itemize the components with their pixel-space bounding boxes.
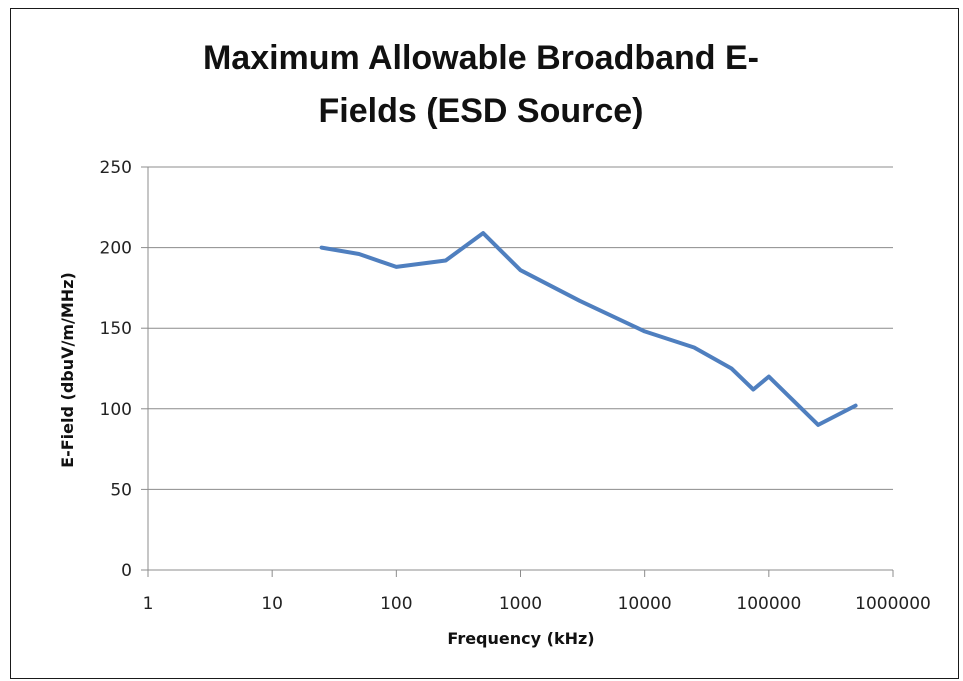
y-tick-label: 150: [100, 319, 132, 339]
y-tick-label: 250: [100, 158, 132, 178]
y-tick-label: 50: [110, 480, 132, 500]
x-tick-label: 100: [380, 594, 412, 614]
y-tick-label: 100: [100, 400, 132, 420]
y-tick-label: 0: [121, 561, 132, 581]
x-tick-label: 10000: [618, 594, 672, 614]
chart-title-line-2: Fields (ESD Source): [319, 92, 644, 130]
axes: [141, 166, 894, 577]
y-axis-title: E-Field (dbuV/m/MHz): [58, 272, 77, 468]
series-layer: [319, 231, 858, 427]
x-tick-label: 1000000: [855, 594, 931, 614]
chart-frame: [10, 8, 959, 679]
y-tick-labels: 0 50 100 150 200 250: [100, 158, 132, 581]
x-tick-label: 1: [143, 594, 154, 614]
chart-title-line-1: Maximum Allowable Broadband E-: [203, 39, 759, 77]
gridlines: [148, 166, 893, 490]
x-tick-labels: 1 10 100 1000 10000 100000 1000000: [143, 594, 931, 614]
x-axis-title: Frequency (kHz): [447, 629, 594, 648]
x-tick-label: 100000: [736, 594, 801, 614]
y-tick-label: 200: [100, 239, 132, 259]
x-tick-label: 1000: [499, 594, 542, 614]
series-line: [319, 231, 858, 427]
x-tick-label: 10: [261, 594, 283, 614]
